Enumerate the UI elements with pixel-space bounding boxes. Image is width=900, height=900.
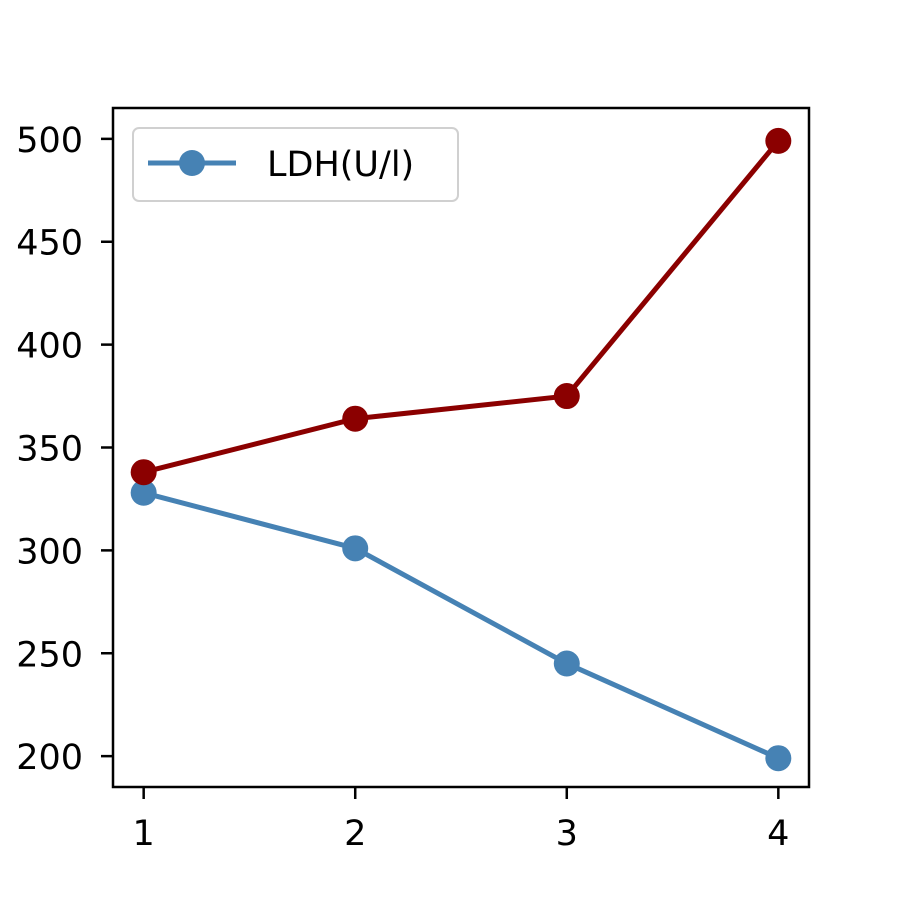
x-tick-label: 1 bbox=[133, 814, 155, 854]
data-point-series-2 bbox=[765, 127, 792, 154]
data-point-series-1 bbox=[553, 650, 580, 677]
legend-label: LDH(U/l) bbox=[267, 145, 414, 185]
x-tick-label: 3 bbox=[556, 814, 578, 854]
data-point-series-1 bbox=[765, 745, 792, 772]
data-point-series-1 bbox=[342, 535, 369, 562]
legend: LDH(U/l) bbox=[132, 127, 459, 202]
series-line-2 bbox=[143, 139, 781, 475]
y-tick-label: 400 bbox=[16, 327, 83, 367]
y-tick-label: 250 bbox=[16, 635, 83, 675]
y-tick-label: 300 bbox=[16, 532, 83, 572]
legend-box bbox=[132, 127, 459, 202]
y-tick-label: 500 bbox=[16, 121, 83, 161]
y-tick-label: 200 bbox=[16, 738, 83, 778]
data-point-series-1 bbox=[130, 479, 157, 506]
data-point-series-2 bbox=[130, 459, 157, 486]
data-point-series-2 bbox=[553, 383, 580, 410]
x-tick-label: 2 bbox=[344, 814, 366, 854]
y-tick-label: 350 bbox=[16, 430, 83, 470]
y-tick-label: 450 bbox=[16, 224, 83, 264]
x-tick-label: 4 bbox=[767, 814, 789, 854]
ticks-layer: 1 2 3 4 200 250 300 350 400 450 500 bbox=[16, 121, 789, 854]
data-point-series-2 bbox=[342, 405, 369, 432]
series-line-1 bbox=[143, 490, 780, 761]
series-layer bbox=[130, 127, 792, 772]
plot-frame bbox=[111, 106, 811, 789]
legend-marker bbox=[179, 150, 205, 176]
